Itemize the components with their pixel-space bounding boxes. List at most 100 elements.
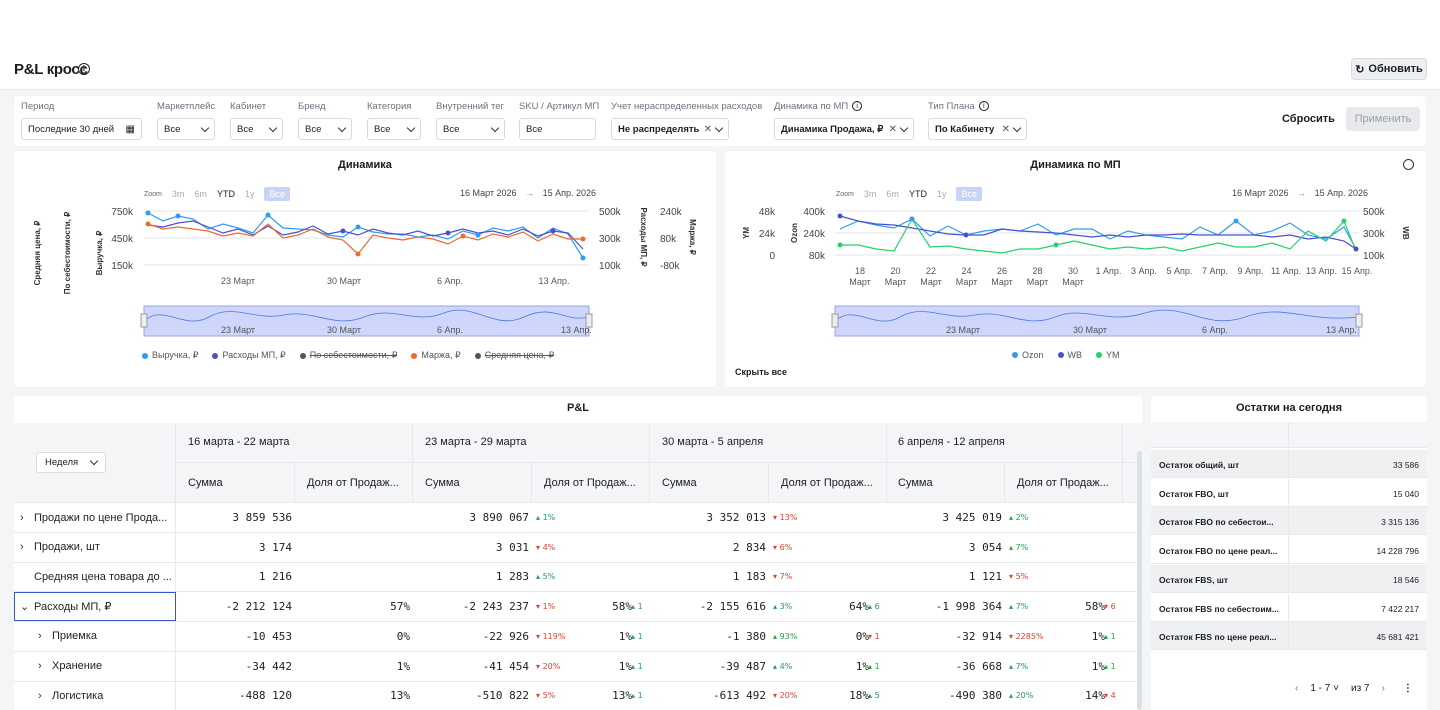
zoom-ytd[interactable]: YTD bbox=[216, 189, 235, 199]
dynamics-chart[interactable]: Средняя цена, ₽ По себестоимости, ₽ Выру… bbox=[14, 191, 716, 391]
chevron-right-icon[interactable]: › bbox=[20, 511, 24, 524]
filter-label: Бренд bbox=[298, 100, 326, 112]
legend-item[interactable]: Выручка, ₽ bbox=[142, 350, 198, 361]
info-icon[interactable]: i bbox=[978, 101, 989, 111]
legend-item[interactable]: Расходы МП, ₽ bbox=[212, 350, 286, 361]
sum-value: -510 822 bbox=[476, 689, 529, 703]
legend-item[interactable]: WB bbox=[1057, 350, 1082, 360]
zoom-all[interactable]: Все bbox=[956, 187, 982, 201]
chevron-right-icon[interactable]: › bbox=[38, 660, 42, 672]
reset-button[interactable]: Сбросить bbox=[1282, 113, 1335, 125]
chevron-right-icon[interactable]: › bbox=[38, 630, 42, 643]
category-select[interactable]: Все bbox=[367, 118, 421, 140]
zoom-3m[interactable]: 3m bbox=[171, 189, 185, 199]
info-icon[interactable]: i bbox=[852, 101, 863, 111]
col-share-header[interactable]: Доля от Продаж... bbox=[769, 463, 887, 503]
zoom-all[interactable]: Все bbox=[264, 187, 290, 201]
zoom-3m[interactable]: 3m bbox=[863, 189, 877, 199]
chevron-right-icon[interactable]: › bbox=[20, 541, 24, 554]
row-label-cell[interactable]: › Хранение bbox=[14, 651, 176, 681]
navigator-range[interactable] bbox=[143, 305, 590, 337]
expenses-select[interactable]: Не распределять ✕ bbox=[611, 118, 729, 140]
delta-badge: ▾ 4% bbox=[536, 542, 556, 552]
dynamics-mp-legend: Ozon WB YM bbox=[1012, 350, 1120, 360]
stock-row: Остаток FBS, шт 18 546 bbox=[1151, 564, 1427, 593]
col-share-header[interactable]: Доля от Продаж... bbox=[295, 463, 413, 503]
apply-button[interactable]: Применить bbox=[1346, 107, 1420, 131]
col-sum-header[interactable]: Сумма bbox=[886, 463, 1005, 503]
share-value: 1% bbox=[1091, 659, 1105, 673]
stock-name: Остаток FBO по цене реал... bbox=[1159, 546, 1278, 557]
delta-value: 20% bbox=[542, 661, 561, 671]
cabinet-select[interactable]: Все bbox=[230, 118, 283, 140]
granularity-select[interactable]: Неделя bbox=[36, 452, 106, 473]
navigator-handle-left[interactable] bbox=[140, 313, 148, 328]
chevron-down-icon bbox=[268, 123, 278, 132]
sku-select[interactable]: Все bbox=[519, 118, 596, 140]
next-page-icon[interactable]: › bbox=[1381, 683, 1385, 694]
col-share-header[interactable]: Доля от Продаж... bbox=[1005, 463, 1123, 503]
info-icon[interactable]: i bbox=[78, 63, 90, 75]
zoom-6m[interactable]: 6m bbox=[194, 189, 207, 199]
delta-value: 7% bbox=[1015, 661, 1029, 671]
sum-value: -1 380 bbox=[726, 629, 766, 643]
date-from: 16 Март 2026 bbox=[460, 188, 517, 198]
hide-all-button[interactable]: Скрыть все bbox=[735, 367, 787, 377]
scrollbar[interactable] bbox=[1137, 451, 1142, 710]
period-select[interactable]: Последние 30 дней ▦ bbox=[21, 118, 142, 140]
row-label-cell[interactable]: ⌄ Расходы МП, ₽ bbox=[14, 592, 176, 622]
clear-icon[interactable]: ✕ bbox=[703, 123, 712, 135]
date-to: 15 Апр. 2026 bbox=[1314, 188, 1369, 198]
zoom-ytd[interactable]: YTD bbox=[908, 189, 927, 199]
tag-select[interactable]: Все bbox=[436, 118, 505, 140]
col-share-header[interactable]: Доля от Продаж... bbox=[532, 463, 650, 503]
row-label-cell[interactable]: › Продажи по цене Прода... bbox=[14, 503, 176, 532]
sum-value: -490 380 bbox=[949, 689, 1002, 703]
col-sum-header[interactable]: Сумма bbox=[650, 463, 769, 503]
stock-name: Остаток FBS по себестоим... bbox=[1159, 603, 1279, 614]
refresh-button[interactable]: ↻ Обновить bbox=[1351, 58, 1427, 80]
navigator-line bbox=[143, 309, 590, 322]
zoom-6m[interactable]: 6m bbox=[886, 189, 899, 199]
row-label-cell[interactable]: Средняя цена товара до ... bbox=[14, 562, 176, 592]
row-label: Логистика bbox=[52, 689, 104, 702]
legend-item[interactable]: Ozon bbox=[1012, 350, 1044, 360]
row-label-cell[interactable]: › Продажи, шт bbox=[14, 532, 176, 562]
compass-icon[interactable] bbox=[1403, 159, 1414, 170]
clear-icon[interactable]: ✕ bbox=[888, 123, 897, 135]
date-range: 16 Март 2026 → 15 Апр. 2026 bbox=[1232, 188, 1368, 198]
navigator-handle-right[interactable] bbox=[585, 313, 593, 328]
x-tick: 3 Апр. bbox=[1131, 266, 1157, 276]
dynamics-mp-chart[interactable]: YM Ozon WB 48k 24k 0 400k 240k 80k 500k … bbox=[725, 191, 1426, 391]
chevron-down-icon[interactable]: ⌄ bbox=[20, 601, 30, 614]
series-revenue-points bbox=[145, 210, 586, 261]
zoom-1y[interactable]: 1y bbox=[244, 189, 255, 199]
clear-icon[interactable]: ✕ bbox=[1001, 123, 1010, 135]
sum-value: -36 668 bbox=[955, 659, 1002, 673]
brand-select[interactable]: Все bbox=[298, 118, 352, 140]
chevron-right-icon[interactable]: › bbox=[38, 689, 42, 702]
row-label-cell[interactable]: › Приемка bbox=[14, 621, 176, 651]
navigator-handle-left[interactable] bbox=[831, 313, 839, 328]
dynamics-card: Динамика Zoom 3m 6m YTD 1y Все 16 Март 2… bbox=[14, 151, 716, 387]
more-icon[interactable]: ⋮ bbox=[1402, 683, 1413, 694]
col-sum-header[interactable]: Сумма bbox=[413, 463, 532, 503]
prev-page-icon[interactable]: ‹ bbox=[1295, 683, 1299, 694]
legend-item[interactable]: Средняя цена, ₽ bbox=[474, 350, 554, 361]
svg-text:Выручка, ₽: Выручка, ₽ bbox=[95, 231, 104, 275]
col-sum-header[interactable]: Сумма bbox=[176, 463, 295, 503]
legend-item[interactable]: Маржа, ₽ bbox=[411, 350, 461, 361]
row-label: Расходы МП, ₽ bbox=[34, 601, 112, 614]
delta-value: 4% bbox=[542, 542, 556, 552]
zoom-1y[interactable]: 1y bbox=[936, 189, 947, 199]
dynamics-mp-select[interactable]: Динамика Продажа, ₽ ✕ bbox=[774, 118, 914, 140]
delta-badge: ▴ 1% bbox=[536, 513, 556, 522]
plan-type-select[interactable]: По Кабинету ✕ bbox=[928, 118, 1027, 140]
legend-item[interactable]: YM bbox=[1096, 350, 1120, 360]
navigator-handle-right[interactable] bbox=[1355, 313, 1363, 328]
legend-item[interactable]: По себестоимости, ₽ bbox=[299, 350, 397, 361]
row-label-cell[interactable]: › Логистика bbox=[14, 681, 176, 710]
share-value: 1% bbox=[1091, 629, 1105, 643]
marketplace-select[interactable]: Все bbox=[157, 118, 215, 140]
page-range-select[interactable]: 1 - 7 ˅ bbox=[1310, 683, 1339, 694]
